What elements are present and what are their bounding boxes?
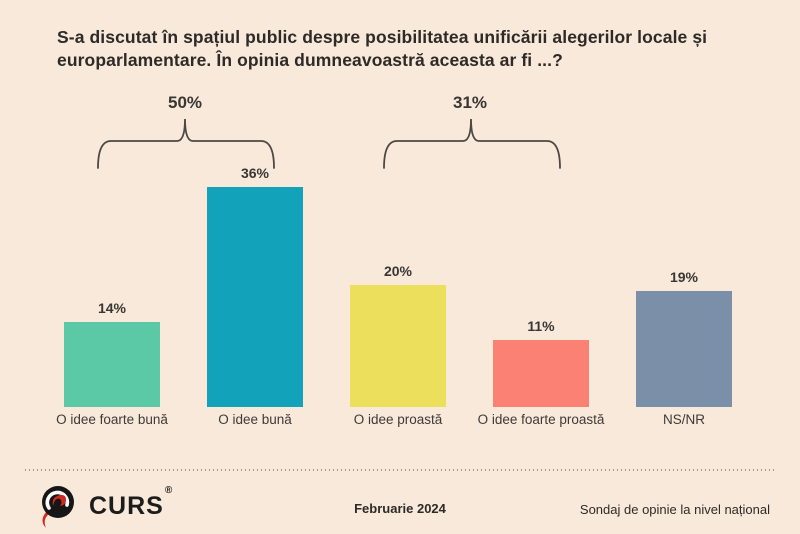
curs-logo-text: CURS <box>89 491 164 520</box>
registered-mark: ® <box>164 484 173 496</box>
curs-logo: CURS® <box>36 484 173 528</box>
bar-3 <box>493 340 589 407</box>
bar-category-3: O idee foarte proastă <box>477 412 605 427</box>
bracket-50-icon <box>97 118 275 169</box>
bar-category-4: NS/NR <box>662 412 705 427</box>
bar-value-3: 11% <box>527 318 555 334</box>
footer-date: Februarie 2024 <box>354 501 446 516</box>
curs-logo-icon <box>42 486 74 528</box>
bracket-31-icon <box>383 118 561 169</box>
bar-4 <box>636 291 732 407</box>
footer-divider <box>25 469 775 471</box>
bar-category-1: O idee bună <box>218 412 292 427</box>
group-label-31: 31% <box>452 93 488 112</box>
bar-category-2: O idee proastă <box>353 412 443 427</box>
bar-0 <box>64 322 160 407</box>
footer-note: Sondaj de opinie la nivel național <box>579 502 770 517</box>
bar-2 <box>350 285 446 407</box>
group-label-50: 50% <box>167 93 203 112</box>
bar-category-0: O idee foarte bună <box>56 412 168 427</box>
chart-title: S-a discutat în spațiul public despre po… <box>57 27 708 70</box>
bar-value-2: 20% <box>383 263 413 279</box>
bar-value-4: 19% <box>669 269 699 285</box>
bar-value-1: 36% <box>240 165 270 181</box>
bar-1 <box>207 187 303 407</box>
bar-value-0: 14% <box>97 300 127 316</box>
